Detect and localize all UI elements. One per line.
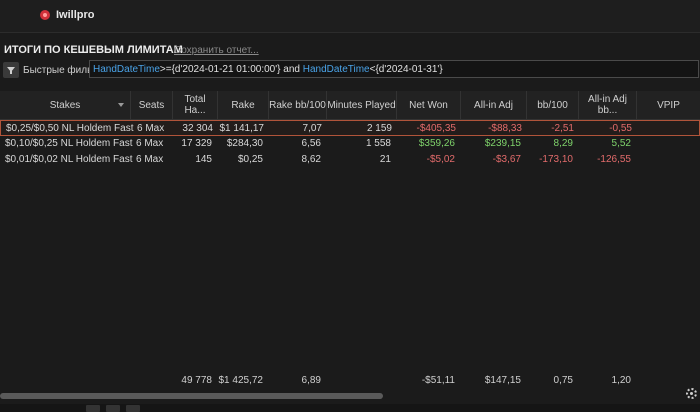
cell-rake-bb100: 6,56 xyxy=(301,138,321,149)
total-hands: 49 778 xyxy=(181,375,212,386)
save-report-link[interactable]: Сохранить отчет... xyxy=(174,45,259,56)
cell-total-hands: 17 329 xyxy=(181,138,212,149)
total-rake-bb100: 6,89 xyxy=(301,375,321,386)
column-header-minutes-played[interactable]: Minutes Played xyxy=(327,91,397,119)
page-title: ИТОГИ ПО КЕШЕВЫМ ЛИМИТАМ xyxy=(4,44,183,56)
cell-allin-adj: -$88,33 xyxy=(488,123,522,134)
cell-seats: 6 Max xyxy=(137,123,165,134)
cell-rake: $1 141,17 xyxy=(219,123,265,134)
filter-field-start: HandDateTime xyxy=(93,64,160,75)
app-header: Iwillpro xyxy=(0,0,700,33)
column-header-net-won[interactable]: Net Won xyxy=(397,91,461,119)
total-bb100: 0,75 xyxy=(553,375,573,386)
total-net-won: -$51,11 xyxy=(421,375,455,386)
total-allin-adj-bb100: 1,20 xyxy=(611,375,631,386)
cell-bb100: -173,10 xyxy=(539,154,573,165)
toolbar-button[interactable] xyxy=(86,405,100,412)
cell-allin-adj-bb100: -126,55 xyxy=(597,154,631,165)
column-header-seats[interactable]: Seats xyxy=(131,91,173,119)
cell-minutes-played: 2 159 xyxy=(366,123,392,134)
report-title-row: ИТОГИ ПО КЕШЕВЫМ ЛИМИТАМ Сохранить отчет… xyxy=(0,38,700,60)
cell-total-hands: 145 xyxy=(195,154,212,165)
filter-op-start: >={d'2024-01-21 01:00:00'} and xyxy=(159,64,303,75)
column-header-allin-adj-bb100[interactable]: All-in Adj bb... xyxy=(579,91,637,119)
cell-total-hands: 32 304 xyxy=(182,123,213,134)
cell-net-won: -$5,02 xyxy=(426,154,455,165)
cell-vpip xyxy=(638,121,700,137)
results-grid: Stakes Seats Total Ha... Rake Rake bb/10… xyxy=(0,91,700,391)
table-row[interactable]: $0,25/$0,50 NL Holdem Fast 6 Max 32 304 … xyxy=(0,120,700,136)
cell-rake-bb100: 8,62 xyxy=(301,154,321,165)
cell-vpip xyxy=(637,136,700,152)
cell-bb100: -2,51 xyxy=(551,123,574,134)
column-header-stakes[interactable]: Stakes xyxy=(0,91,131,119)
cell-bb100: 8,29 xyxy=(553,138,573,149)
horizontal-scrollbar[interactable] xyxy=(0,393,383,399)
cell-rake-bb100: 7,07 xyxy=(302,123,322,134)
cell-minutes-played: 1 558 xyxy=(365,138,391,149)
filter-row: Быстрые фильтры HandDateTime>={d'2024-01… xyxy=(0,60,700,80)
cell-stakes: $0,10/$0,25 NL Holdem Fast xyxy=(5,138,133,149)
totals-row: 49 778 $1 425,72 6,89 -$51,11 $147,15 0,… xyxy=(0,373,700,389)
column-header-bb100[interactable]: bb/100 xyxy=(527,91,579,119)
toolbar-button[interactable] xyxy=(126,405,140,412)
app-logo-text: Iwillpro xyxy=(56,9,95,21)
total-rake: $1 425,72 xyxy=(218,375,264,386)
cell-seats: 6 Max xyxy=(136,138,164,149)
toolbar-button[interactable] xyxy=(106,405,120,412)
column-header-allin-adj[interactable]: All-in Adj xyxy=(461,91,527,119)
total-allin-adj: $147,15 xyxy=(484,375,521,386)
column-header-total-hands[interactable]: Total Ha... xyxy=(173,91,218,119)
cell-rake: $284,30 xyxy=(226,138,263,149)
grid-header: Stakes Seats Total Ha... Rake Rake bb/10… xyxy=(0,91,700,120)
cell-allin-adj: $239,15 xyxy=(484,138,521,149)
column-header-rake-bb100[interactable]: Rake bb/100 xyxy=(269,91,327,119)
cell-allin-adj: -$3,67 xyxy=(492,154,521,165)
filter-expression-input[interactable]: HandDateTime>={d'2024-01-21 01:00:00'} a… xyxy=(89,60,699,78)
logo-icon xyxy=(40,10,50,20)
cell-seats: 6 Max xyxy=(136,154,164,165)
table-row[interactable]: $0,10/$0,25 NL Holdem Fast 6 Max 17 329 … xyxy=(0,136,700,152)
cell-stakes: $0,25/$0,50 NL Holdem Fast xyxy=(6,123,134,134)
cell-net-won: -$405,35 xyxy=(416,123,456,134)
column-header-rake[interactable]: Rake xyxy=(218,91,269,119)
filter-op-end: <{d'2024-01-31'} xyxy=(369,64,443,75)
filter-field-end: HandDateTime xyxy=(302,64,370,75)
cell-allin-adj-bb100: -0,55 xyxy=(609,123,632,134)
cell-minutes-played: 21 xyxy=(379,154,391,165)
column-header-vpip[interactable]: VPIP xyxy=(657,99,680,111)
cell-rake: $0,25 xyxy=(237,154,263,165)
cell-net-won: $359,26 xyxy=(418,138,455,149)
quick-filters-label[interactable]: Быстрые фильтры xyxy=(23,65,89,76)
sort-desc-icon[interactable] xyxy=(118,103,124,107)
bottom-toolbar xyxy=(0,404,700,412)
table-row[interactable]: $0,01/$0,02 NL Holdem Fast 6 Max 145 $0,… xyxy=(0,152,700,168)
gear-icon[interactable] xyxy=(686,388,697,399)
filter-icon[interactable] xyxy=(3,62,19,78)
cell-allin-adj-bb100: 5,52 xyxy=(611,138,631,149)
cell-vpip xyxy=(637,152,700,168)
cell-stakes: $0,01/$0,02 NL Holdem Fast xyxy=(5,154,133,165)
